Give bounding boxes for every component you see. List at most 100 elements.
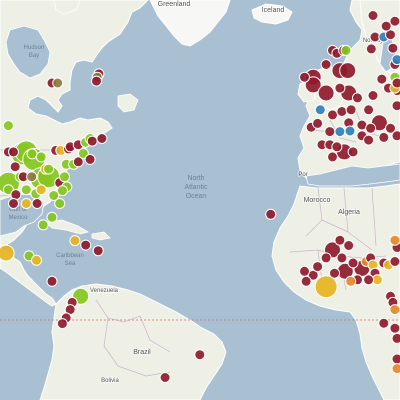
map-marker[interactable] — [46, 275, 58, 287]
map-marker[interactable] — [299, 265, 310, 277]
map-marker[interactable] — [367, 90, 379, 101]
map-marker[interactable] — [365, 122, 377, 134]
map-marker[interactable] — [20, 184, 32, 196]
map-marker[interactable] — [86, 135, 98, 147]
map-marker[interactable] — [389, 304, 400, 316]
map-marker[interactable] — [35, 184, 47, 196]
map-marker[interactable] — [31, 254, 42, 266]
map-marker[interactable] — [35, 151, 47, 163]
map-marker[interactable] — [312, 117, 324, 129]
label-brazil: Brazil — [133, 349, 151, 356]
label-ocean-atlantic: Atlantic — [185, 184, 208, 191]
map-marker[interactable] — [59, 171, 70, 183]
map-marker[interactable] — [314, 104, 326, 116]
map-marker[interactable] — [159, 372, 171, 383]
label-sea: Sea — [65, 261, 76, 267]
map-marker[interactable] — [378, 131, 390, 143]
map-marker[interactable] — [56, 318, 68, 330]
map-marker[interactable] — [389, 234, 400, 246]
map-marker[interactable] — [340, 44, 352, 56]
map-marker[interactable] — [339, 62, 357, 80]
map-marker[interactable] — [324, 126, 336, 138]
map-marker[interactable] — [343, 240, 355, 251]
map-marker[interactable] — [317, 84, 335, 102]
map-marker[interactable] — [304, 76, 322, 94]
map-marker[interactable] — [363, 134, 375, 146]
map-marker[interactable] — [363, 274, 375, 286]
label-hudson: Hudson — [24, 45, 45, 51]
map-marker[interactable] — [84, 153, 96, 165]
map-marker[interactable] — [300, 275, 312, 287]
map-marker[interactable] — [334, 234, 346, 246]
map-marker[interactable] — [327, 109, 338, 121]
map-marker[interactable] — [344, 125, 356, 137]
map-marker[interactable] — [312, 261, 324, 273]
map-marker[interactable] — [80, 239, 92, 251]
map-marker[interactable] — [391, 353, 400, 365]
map-marker[interactable] — [389, 15, 400, 27]
map-marker[interactable] — [391, 100, 400, 112]
map-marker[interactable] — [92, 245, 104, 257]
map-marker[interactable] — [376, 73, 388, 85]
map-marker[interactable] — [96, 133, 108, 144]
map-marker[interactable] — [327, 151, 338, 163]
map-marker[interactable] — [9, 161, 21, 173]
map-marker[interactable] — [52, 77, 64, 89]
map-marker[interactable] — [345, 275, 357, 287]
map-marker[interactable] — [10, 189, 22, 201]
map-marker[interactable] — [385, 29, 396, 41]
map-marker[interactable] — [20, 198, 32, 209]
map-marker[interactable] — [352, 92, 363, 104]
map-marker[interactable] — [380, 20, 392, 32]
map-marker[interactable] — [385, 122, 396, 134]
map-marker[interactable] — [48, 190, 60, 201]
map-marker[interactable] — [389, 322, 400, 334]
map-marker[interactable] — [320, 252, 332, 264]
map-marker[interactable] — [43, 163, 55, 175]
map-marker[interactable] — [91, 75, 102, 87]
map-marker[interactable] — [391, 332, 400, 344]
map-marker[interactable] — [329, 267, 340, 279]
map-marker[interactable] — [367, 10, 379, 21]
map-marker[interactable] — [31, 198, 43, 209]
map-marker[interactable] — [2, 120, 14, 132]
map-marker[interactable] — [265, 208, 277, 220]
greenland-landmass — [149, 0, 231, 47]
map-marker[interactable] — [387, 42, 399, 54]
map-marker[interactable] — [194, 349, 206, 361]
map-marker[interactable] — [345, 104, 357, 116]
map-marker[interactable] — [331, 141, 343, 153]
map-marker[interactable] — [299, 71, 310, 83]
map-marker[interactable] — [391, 363, 400, 375]
map-marker[interactable] — [0, 244, 15, 262]
map-marker[interactable] — [347, 146, 359, 158]
map-marker[interactable] — [365, 43, 377, 55]
map-marker[interactable] — [336, 252, 348, 264]
map-marker[interactable] — [378, 317, 390, 329]
map-marker[interactable] — [336, 106, 348, 117]
map-marker[interactable] — [2, 184, 14, 196]
map-marker[interactable] — [391, 77, 400, 89]
label-caribbean: Caribbean — [56, 253, 84, 259]
map-marker[interactable] — [56, 185, 68, 197]
map-marker[interactable] — [26, 171, 38, 183]
map-marker[interactable] — [54, 198, 66, 209]
map-marker[interactable] — [314, 275, 338, 299]
map-marker[interactable] — [8, 146, 19, 158]
map-marker[interactable] — [363, 104, 375, 116]
map-marker[interactable] — [391, 130, 400, 142]
map-marker[interactable] — [69, 235, 81, 247]
map-marker[interactable] — [46, 211, 58, 223]
map-marker[interactable] — [347, 257, 359, 269]
map-marker[interactable] — [37, 219, 49, 231]
map-marker[interactable] — [389, 256, 400, 267]
map-marker[interactable] — [334, 126, 346, 138]
map-marker[interactable] — [334, 82, 346, 94]
map-marker[interactable] — [26, 148, 38, 160]
map-marker[interactable] — [72, 156, 84, 168]
map-marker[interactable] — [8, 198, 19, 209]
map-marker[interactable] — [391, 54, 400, 66]
map-marker[interactable] — [320, 59, 332, 70]
